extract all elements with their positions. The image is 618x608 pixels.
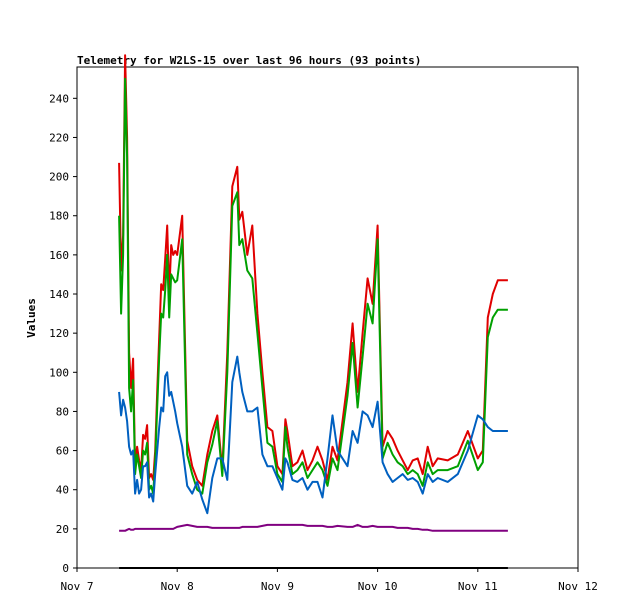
series-lines	[118, 54, 508, 569]
y-tick-label: 120	[49, 327, 69, 340]
y-tick-label: 40	[56, 484, 69, 497]
y-axis: 0 20 40 60 80 100 120 140 160 180 200 220 240	[49, 92, 77, 575]
y-tick-label: 60	[56, 445, 69, 458]
y-tick-label: 180	[49, 210, 69, 223]
series-line-3	[118, 355, 508, 515]
chart-title: Telemetry for W2LS-15 over last 96 hours…	[77, 54, 421, 67]
x-tick-label: Nov 11	[458, 580, 498, 593]
y-tick-label: 200	[49, 171, 69, 184]
y-tick-label: 0	[62, 562, 69, 575]
series-line-1	[118, 54, 508, 487]
x-tick-label: Nov 10	[358, 580, 398, 593]
x-tick-label: Nov 12	[558, 580, 598, 593]
y-tick-label: 160	[49, 249, 69, 262]
y-tick-label: 240	[49, 92, 69, 105]
y-tick-label: 20	[56, 523, 69, 536]
series-line-2	[118, 77, 508, 495]
y-tick-label: 140	[49, 288, 69, 301]
y-axis-label: Values	[25, 298, 38, 338]
x-tick-label: Nov 7	[60, 580, 93, 593]
y-tick-label: 100	[49, 366, 69, 379]
x-axis: Nov 7 Nov 8 Nov 9 Nov 10 Nov 11 Nov 12	[60, 568, 598, 593]
y-tick-label: 220	[49, 131, 69, 144]
y-tick-label: 80	[56, 405, 69, 418]
x-tick-label: Nov 8	[161, 580, 194, 593]
series-line-4	[119, 523, 508, 532]
x-tick-label: Nov 9	[261, 580, 294, 593]
